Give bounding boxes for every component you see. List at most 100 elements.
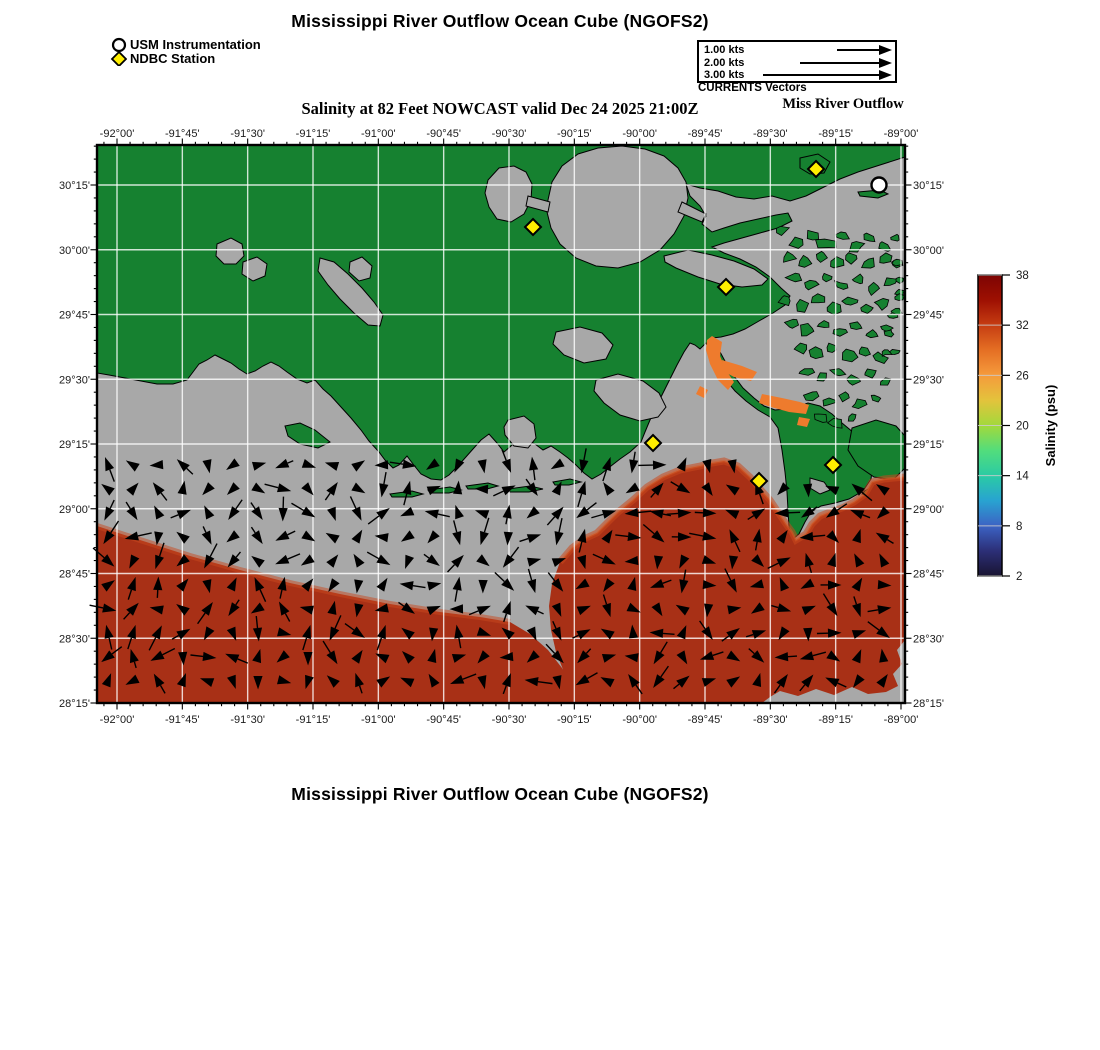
- current-arrow: [204, 554, 215, 569]
- current-arrow-tail: [389, 461, 404, 465]
- current-arrow: [103, 530, 115, 545]
- marsh-island: [784, 272, 803, 283]
- current-arrow: [104, 457, 115, 472]
- marsh-island: [806, 229, 820, 241]
- current-arrow: [774, 508, 789, 518]
- ndbc-station-marker: [523, 217, 543, 237]
- current-arrow: [676, 675, 690, 688]
- current-arrow: [825, 677, 840, 688]
- current-arrow: [676, 482, 691, 494]
- current-arrow: [277, 675, 292, 685]
- current-arrow: [502, 600, 511, 616]
- lat-tick-label: 29°00': [913, 504, 944, 516]
- current-arrow: [526, 534, 542, 543]
- current-arrow: [502, 554, 515, 568]
- lat-tick-label: 29°45': [913, 310, 944, 322]
- current-arrow-tail: [190, 654, 204, 658]
- current-arrow: [426, 554, 440, 567]
- current-arrow: [575, 674, 590, 686]
- current-vectors: [89, 448, 894, 695]
- current-arrow-tail: [583, 448, 587, 461]
- current-arrow: [600, 677, 615, 688]
- current-arrow-tail: [650, 492, 656, 498]
- current-arrow: [275, 530, 290, 541]
- current-arrow-tail: [291, 502, 305, 512]
- lon-tick-label: -90°30': [492, 128, 527, 140]
- current-arrow: [576, 506, 590, 519]
- current-arrow: [202, 651, 217, 662]
- river-plume-region: [696, 336, 810, 427]
- current-arrow-tail: [642, 523, 655, 535]
- current-arrow: [400, 677, 415, 688]
- current-arrow-tail: [458, 637, 462, 649]
- current-arrow: [199, 678, 215, 687]
- current-arrow: [226, 530, 240, 543]
- current-arrow-tail: [322, 640, 331, 654]
- current-arrow-tail: [683, 569, 687, 581]
- current-arrow: [201, 530, 212, 545]
- vector-legend-row: 1.00 kts: [699, 44, 895, 56]
- current-arrow-tail: [171, 634, 179, 640]
- current-arrow: [526, 506, 540, 519]
- marsh-island: [800, 322, 815, 337]
- current-arrow: [176, 459, 190, 472]
- lat-tick-label: 28°15': [59, 698, 90, 710]
- marsh-island: [847, 413, 857, 422]
- current-arrow: [452, 531, 462, 546]
- current-arrow: [154, 531, 164, 546]
- current-arrow-tail: [822, 593, 831, 606]
- current-arrow: [601, 529, 613, 544]
- current-arrow: [326, 675, 340, 688]
- current-arrow-tail: [502, 685, 507, 695]
- vector-arrow-3kt-icon: [763, 69, 892, 80]
- current-arrow-tail: [287, 530, 296, 536]
- marsh-island: [828, 368, 847, 377]
- marsh-island: [793, 342, 808, 355]
- current-arrow: [776, 529, 788, 544]
- current-arrow-tail: [197, 612, 206, 625]
- current-arrow: [876, 626, 890, 639]
- current-arrow: [176, 531, 190, 544]
- lat-tick-label: 30°00': [59, 245, 90, 257]
- lat-tick-label: 29°30': [59, 374, 90, 386]
- marsh-island: [830, 256, 845, 269]
- current-arrow-tail: [324, 492, 331, 501]
- current-arrow: [778, 626, 790, 641]
- current-arrow-tail: [264, 483, 279, 489]
- colorbar-tick-label: 20: [1016, 421, 1029, 433]
- marsh-island: [860, 303, 874, 314]
- current-arrow: [152, 482, 165, 496]
- current-arrow: [503, 531, 513, 546]
- current-arrow: [677, 508, 692, 518]
- current-arrow: [579, 459, 589, 474]
- lon-tick-label: -90°30': [492, 714, 527, 726]
- current-arrow: [651, 482, 664, 496]
- current-arrow: [477, 459, 487, 474]
- current-arrow: [526, 650, 540, 663]
- current-arrow: [501, 673, 511, 688]
- current-arrow: [799, 651, 815, 661]
- current-arrow: [101, 650, 115, 663]
- lake-polygon: [317, 257, 384, 327]
- current-arrow: [653, 555, 664, 570]
- current-arrow-tail: [170, 514, 179, 519]
- current-arrow: [252, 627, 263, 642]
- current-arrow: [355, 672, 364, 688]
- current-arrow: [702, 508, 717, 518]
- current-arrow: [576, 629, 591, 640]
- current-arrow-tail: [92, 547, 105, 559]
- lon-tick-label: -91°00': [361, 128, 396, 140]
- lake-polygon: [503, 415, 537, 449]
- current-arrow: [351, 506, 362, 521]
- lat-tick-label: 28°45': [913, 569, 944, 581]
- current-arrow: [101, 580, 115, 592]
- marsh-island: [878, 241, 892, 252]
- current-arrow: [451, 554, 464, 568]
- current-arrow-tail: [586, 502, 597, 511]
- current-arrow-tail: [633, 451, 636, 461]
- current-arrow: [879, 553, 890, 568]
- current-arrow-tail: [250, 502, 256, 510]
- station-legend: USM Instrumentation NDBC Station: [110, 37, 261, 66]
- current-arrow-tail: [666, 512, 679, 515]
- marsh-island: [838, 391, 850, 403]
